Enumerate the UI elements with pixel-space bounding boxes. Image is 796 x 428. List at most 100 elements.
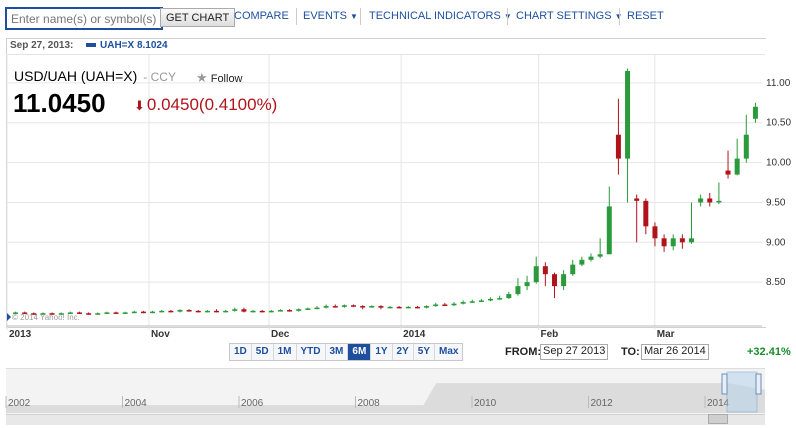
overview-scrollbar[interactable] — [6, 414, 765, 425]
candle-body — [31, 313, 37, 315]
from-label: FROM: — [505, 346, 542, 358]
candle-body — [305, 308, 311, 310]
candle-body — [204, 310, 210, 313]
scrollbar-thumb[interactable] — [708, 414, 728, 424]
candle-body — [561, 274, 567, 287]
candle-body — [214, 310, 220, 313]
candle-body — [478, 300, 484, 302]
candle-body — [259, 310, 265, 313]
reset-link[interactable]: RESET — [627, 10, 664, 22]
crosshair-date: Sep 27, 2013: — [10, 40, 74, 51]
to-date-input[interactable]: Mar 26 2014 — [641, 344, 709, 360]
x-tick-label: Nov — [151, 329, 170, 340]
range-button-2y[interactable]: 2Y — [392, 344, 414, 360]
candle-body — [506, 294, 512, 299]
range-button-5y[interactable]: 5Y — [413, 344, 436, 360]
candle-body — [49, 313, 55, 315]
candle-body — [698, 198, 704, 203]
candle-body — [232, 309, 238, 311]
candle-body — [67, 312, 73, 314]
candle-body — [277, 310, 283, 312]
events-menu[interactable]: EVENTS ▼ — [303, 10, 358, 22]
overview-navigator[interactable] — [6, 368, 765, 415]
range-button-6m[interactable]: 6M — [348, 344, 372, 360]
x-tick-label: 2013 — [9, 329, 32, 340]
candle-body — [579, 259, 585, 265]
y-tick-label: 9.50 — [766, 197, 786, 208]
series-legend: UAH=X 8.1024 — [86, 40, 168, 51]
candle-body — [488, 298, 494, 301]
candle-body — [707, 198, 713, 203]
to-label: TO: — [621, 346, 640, 358]
candle-body — [131, 311, 137, 314]
candle-body — [570, 264, 576, 275]
candle-body — [734, 158, 740, 175]
get-chart-button[interactable]: GET CHART — [160, 8, 236, 27]
candle-body — [77, 312, 83, 314]
candle-body — [186, 310, 192, 312]
candle-body — [652, 226, 658, 239]
range-button-3m[interactable]: 3M — [325, 344, 349, 360]
compare-link[interactable]: COMPARE — [234, 10, 289, 22]
candle-body — [140, 311, 146, 314]
candle-body — [442, 304, 448, 306]
candle-body — [223, 310, 229, 313]
chevron-down-icon: ▼ — [350, 12, 358, 21]
candle-body — [332, 306, 338, 308]
range-button-max[interactable]: Max — [435, 344, 463, 360]
range-change-pct: +32.41% — [747, 346, 791, 358]
candle-body — [396, 306, 402, 309]
candle-body — [524, 282, 530, 287]
price-change-pct: (0.4100%) — [198, 95, 278, 114]
star-icon: ★ — [196, 70, 208, 85]
chart-settings-menu[interactable]: CHART SETTINGS▼ — [516, 10, 622, 22]
last-price: 11.0450 — [13, 88, 106, 118]
x-tick-label: 2014 — [403, 329, 426, 340]
series-swatch — [86, 43, 96, 48]
y-tick-label: 10.00 — [766, 158, 791, 169]
candle-body — [378, 306, 384, 308]
chevron-down-icon: ▼ — [615, 12, 623, 21]
candle-body — [250, 310, 256, 313]
x-tick-label: Dec — [271, 329, 290, 340]
candle-body — [643, 200, 649, 227]
range-selector: 1D 5D 1M YTD 3M 6M 1Y 2Y 5Y Max — [229, 343, 464, 361]
candle-body — [104, 312, 110, 314]
candle-body — [168, 310, 174, 313]
candle-body — [743, 134, 749, 159]
candle-body — [615, 134, 621, 159]
candle-body — [268, 310, 274, 313]
candle-body — [551, 274, 557, 287]
candle-body — [113, 312, 119, 314]
candle-body — [13, 312, 19, 314]
y-tick-label: 8.50 — [766, 277, 786, 288]
range-button-1y[interactable]: 1Y — [371, 344, 393, 360]
candle-body — [387, 306, 393, 309]
quote-symbol: USD/UAH (UAH=X) — [14, 68, 138, 84]
range-button-5d[interactable]: 5D — [251, 344, 274, 360]
candle-body — [533, 266, 539, 283]
range-button-ytd[interactable]: YTD — [296, 344, 326, 360]
series-legend-label: UAH=X 8.1024 — [100, 40, 168, 51]
range-button-1m[interactable]: 1M — [273, 344, 297, 360]
candle-body — [351, 305, 357, 307]
follow-button[interactable]: ★ Follow — [196, 70, 243, 86]
price-change: ⬇ 0.0450(0.4100%) — [134, 95, 277, 115]
candle-body — [515, 286, 521, 295]
symbol-search-input[interactable] — [5, 7, 163, 30]
range-button-1d[interactable]: 1D — [230, 344, 252, 360]
toolbar-divider — [507, 8, 508, 25]
y-tick-label: 9.00 — [766, 237, 786, 248]
quote-currency: - CCY — [143, 70, 176, 84]
quote-name: USD/UAH (UAH=X) - CCY — [14, 68, 176, 84]
chart-topline: Sep 27, 2013: UAH=X 8.1024 — [6, 38, 765, 55]
price-change-value: 0.0450 — [146, 95, 199, 114]
candle-body — [451, 303, 457, 306]
candle-body — [58, 313, 64, 315]
from-date-input[interactable]: Sep 27 2013 — [540, 344, 609, 360]
candle-body — [122, 312, 128, 314]
candle-body — [40, 313, 46, 315]
candle-body — [341, 305, 347, 307]
x-tick-label: Mar — [657, 329, 675, 340]
